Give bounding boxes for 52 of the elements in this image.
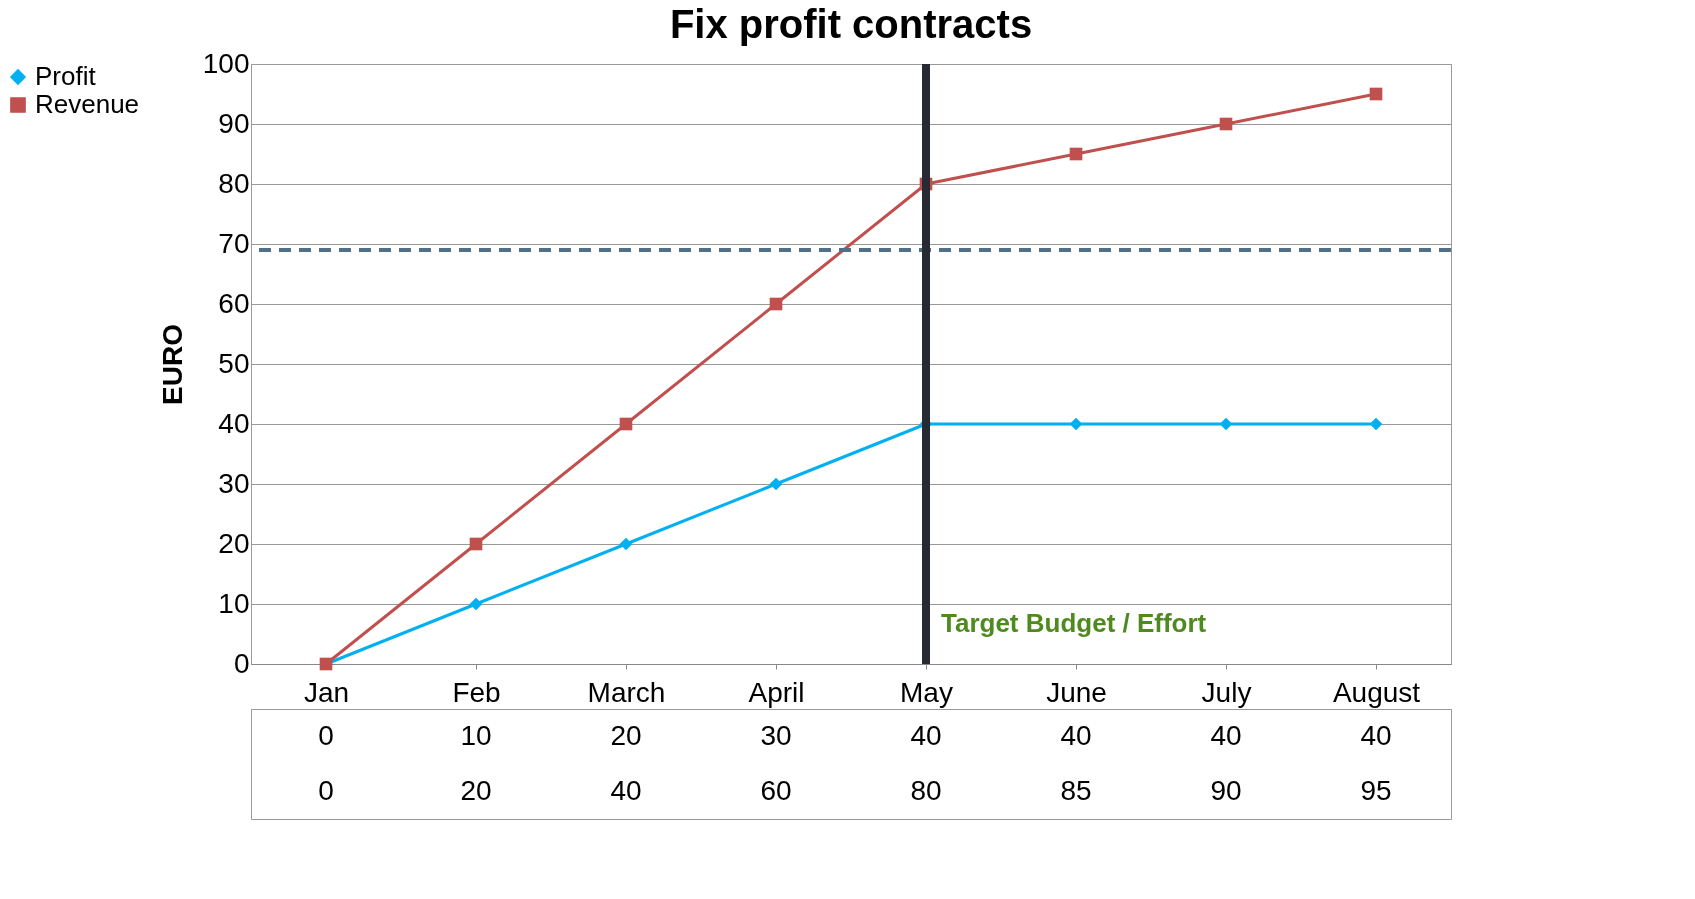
y-tick-label: 90 — [218, 107, 250, 139]
data-label: 40 — [1360, 719, 1392, 751]
data-label: 90 — [1210, 774, 1242, 806]
data-label: 10 — [460, 719, 492, 751]
data-label: 95 — [1360, 774, 1392, 806]
y-tick-label: 20 — [218, 527, 250, 559]
y-axis-title: EURO — [156, 324, 188, 405]
data-label: 30 — [760, 719, 792, 751]
y-tick-label: 0 — [233, 647, 250, 679]
x-tick-label: May — [900, 676, 953, 708]
y-tick-label: 70 — [218, 227, 250, 259]
y-tick-label: 50 — [218, 347, 250, 379]
x-tick-label: Jan — [303, 676, 350, 708]
point — [1369, 417, 1383, 431]
data-label: 40 — [610, 774, 642, 806]
x-tick-label: August — [1332, 676, 1421, 708]
point — [469, 537, 483, 551]
x-tick-label: April — [748, 676, 805, 708]
legend-label: Profit — [35, 61, 97, 91]
point — [619, 417, 633, 431]
chart-title: Fix profit contracts — [669, 2, 1033, 46]
data-label: 80 — [910, 774, 942, 806]
y-tick-label: 100 — [202, 47, 250, 79]
data-label: 40 — [1060, 719, 1092, 751]
data-label: 20 — [460, 774, 492, 806]
data-label: 40 — [910, 719, 942, 751]
point — [769, 297, 783, 311]
data-label: 0 — [318, 774, 334, 806]
x-tick-label: June — [1046, 676, 1107, 708]
point — [769, 477, 783, 491]
legend-label: Revenue — [35, 89, 140, 119]
ref-line-label: Target Budget / Effort — [941, 608, 1207, 638]
data-label: 40 — [1210, 719, 1242, 751]
point — [1069, 417, 1083, 431]
y-tick-label: 60 — [218, 287, 250, 319]
y-tick-label: 30 — [218, 467, 250, 499]
point — [619, 537, 633, 551]
y-tick-label: 80 — [218, 167, 250, 199]
data-label: 85 — [1060, 774, 1092, 806]
y-tick-label: 10 — [218, 587, 250, 619]
point — [1369, 87, 1383, 101]
x-tick-label: Feb — [452, 676, 501, 708]
point — [469, 597, 483, 611]
point — [1069, 147, 1083, 161]
x-tick-label: March — [587, 676, 666, 708]
data-label: 60 — [760, 774, 792, 806]
point — [1219, 417, 1233, 431]
point — [1219, 117, 1233, 131]
x-tick-label: July — [1201, 676, 1252, 708]
data-label: 20 — [610, 719, 642, 751]
data-label: 0 — [318, 719, 334, 751]
y-tick-label: 40 — [218, 407, 250, 439]
